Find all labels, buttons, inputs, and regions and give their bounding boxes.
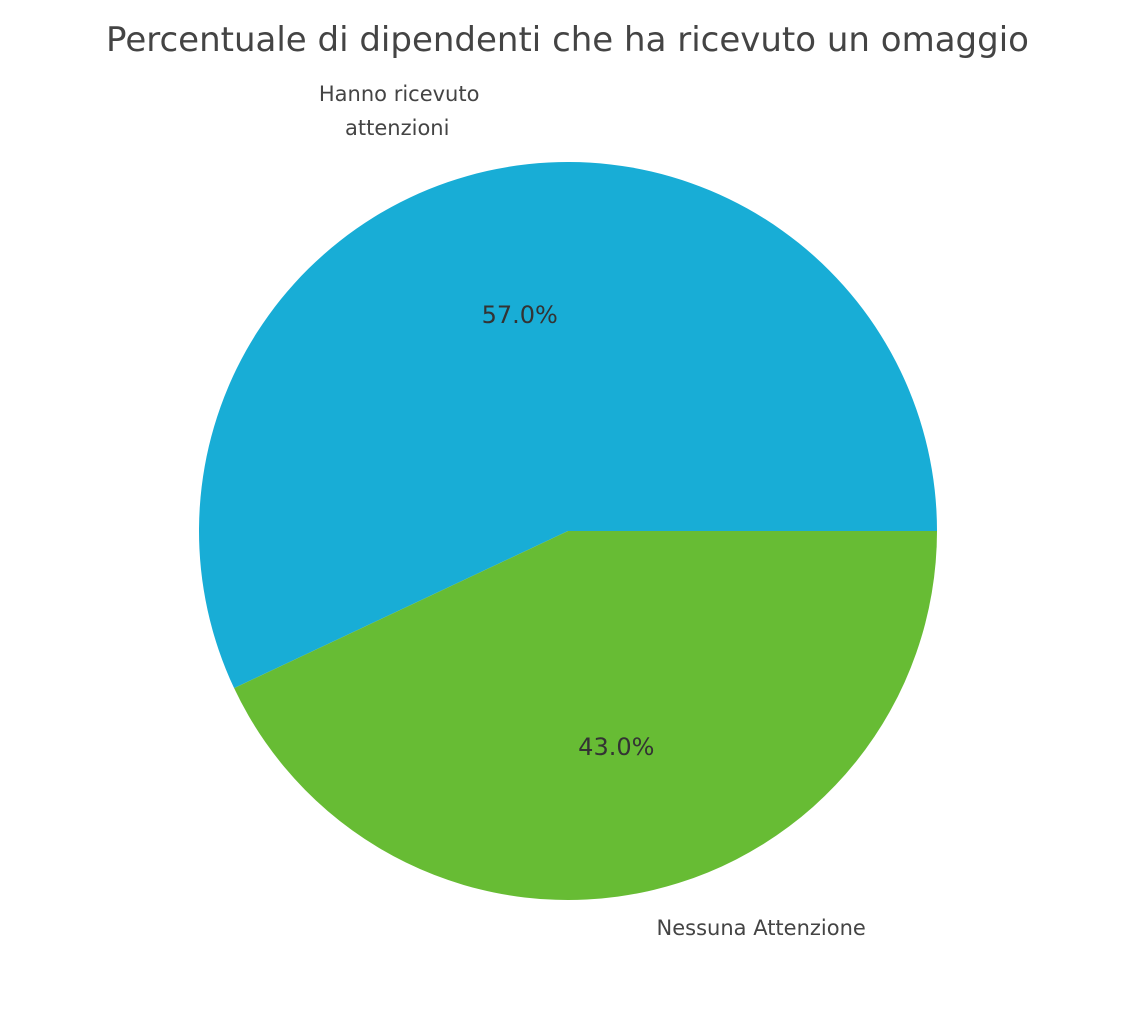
chart-title: Percentuale di dipendenti che ha ricevut… bbox=[106, 20, 1029, 60]
category-label: Hanno ricevuto attenzioni bbox=[319, 82, 480, 140]
category-label: Nessuna Attenzione bbox=[657, 916, 866, 940]
pie-slice-1 bbox=[234, 531, 937, 900]
percent-label: 43.0% bbox=[578, 733, 654, 761]
pie-slice-0 bbox=[199, 162, 937, 689]
percent-label: 57.0% bbox=[482, 301, 558, 329]
